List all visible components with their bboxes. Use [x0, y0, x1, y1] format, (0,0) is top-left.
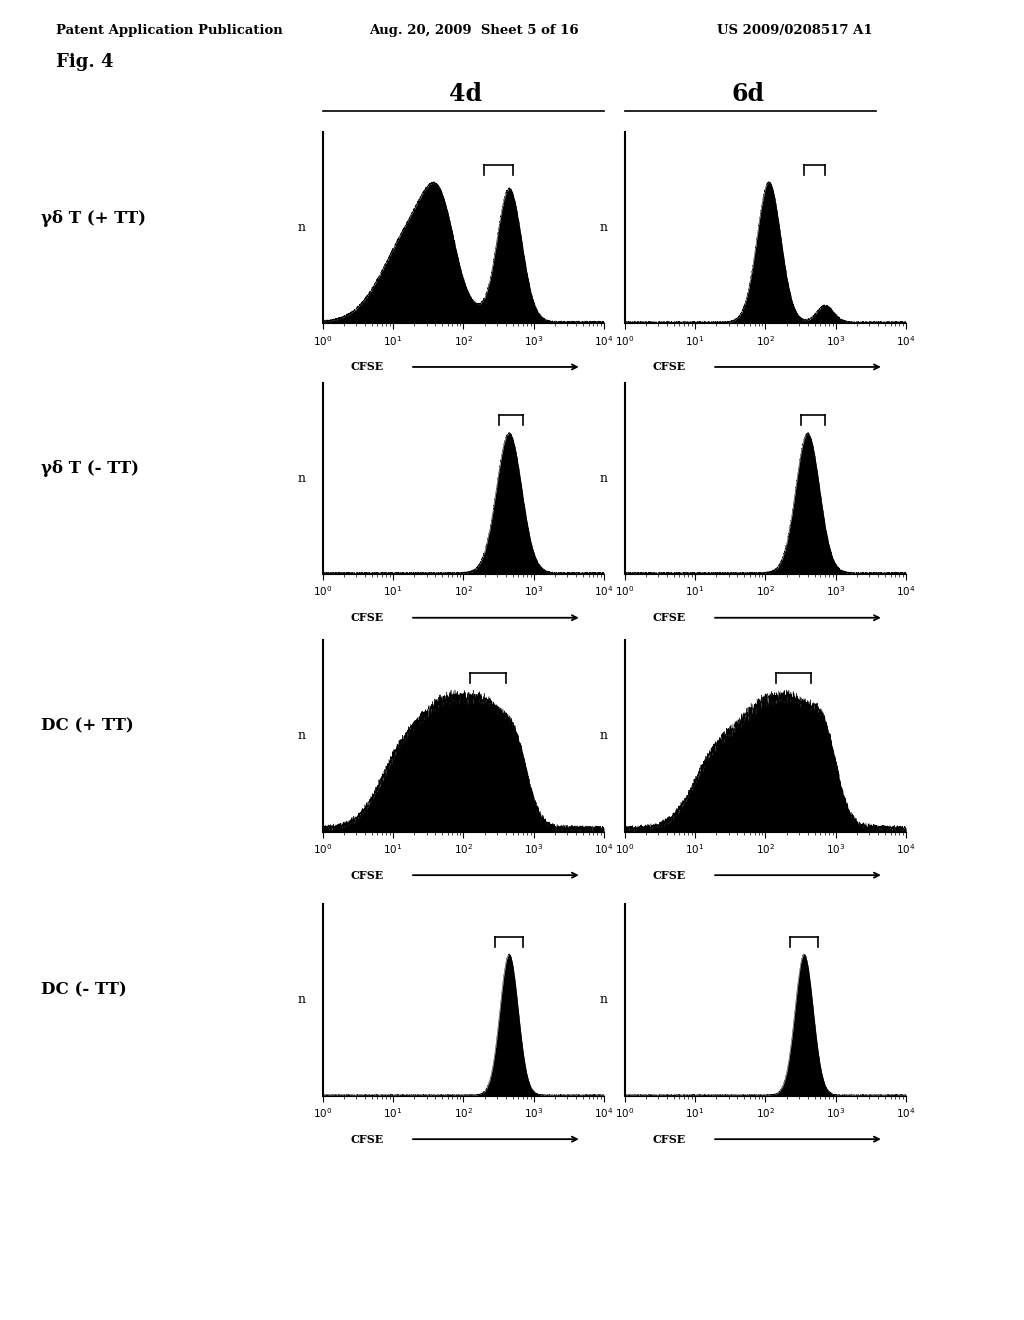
- Text: 4d: 4d: [450, 82, 482, 106]
- Text: n: n: [600, 994, 608, 1006]
- Text: CFSE: CFSE: [350, 1134, 384, 1144]
- Text: CFSE: CFSE: [653, 362, 686, 372]
- Text: γδ T (+ TT): γδ T (+ TT): [41, 210, 146, 227]
- Text: DC (+ TT): DC (+ TT): [41, 718, 134, 735]
- Text: CFSE: CFSE: [350, 612, 384, 623]
- Text: n: n: [600, 730, 608, 742]
- Text: 6d: 6d: [731, 82, 764, 106]
- Text: Fig. 4: Fig. 4: [56, 53, 114, 71]
- Text: DC (- TT): DC (- TT): [41, 982, 127, 999]
- Text: n: n: [298, 994, 305, 1006]
- Text: CFSE: CFSE: [350, 870, 384, 880]
- Text: CFSE: CFSE: [653, 870, 686, 880]
- Text: n: n: [298, 222, 305, 234]
- Text: US 2009/0208517 A1: US 2009/0208517 A1: [717, 24, 872, 37]
- Text: Patent Application Publication: Patent Application Publication: [56, 24, 283, 37]
- Text: CFSE: CFSE: [350, 362, 384, 372]
- Text: n: n: [298, 473, 305, 484]
- Text: n: n: [298, 730, 305, 742]
- Text: CFSE: CFSE: [653, 1134, 686, 1144]
- Text: n: n: [600, 473, 608, 484]
- Text: n: n: [600, 222, 608, 234]
- Text: CFSE: CFSE: [653, 612, 686, 623]
- Text: Aug. 20, 2009  Sheet 5 of 16: Aug. 20, 2009 Sheet 5 of 16: [369, 24, 579, 37]
- Text: γδ T (- TT): γδ T (- TT): [41, 461, 139, 478]
